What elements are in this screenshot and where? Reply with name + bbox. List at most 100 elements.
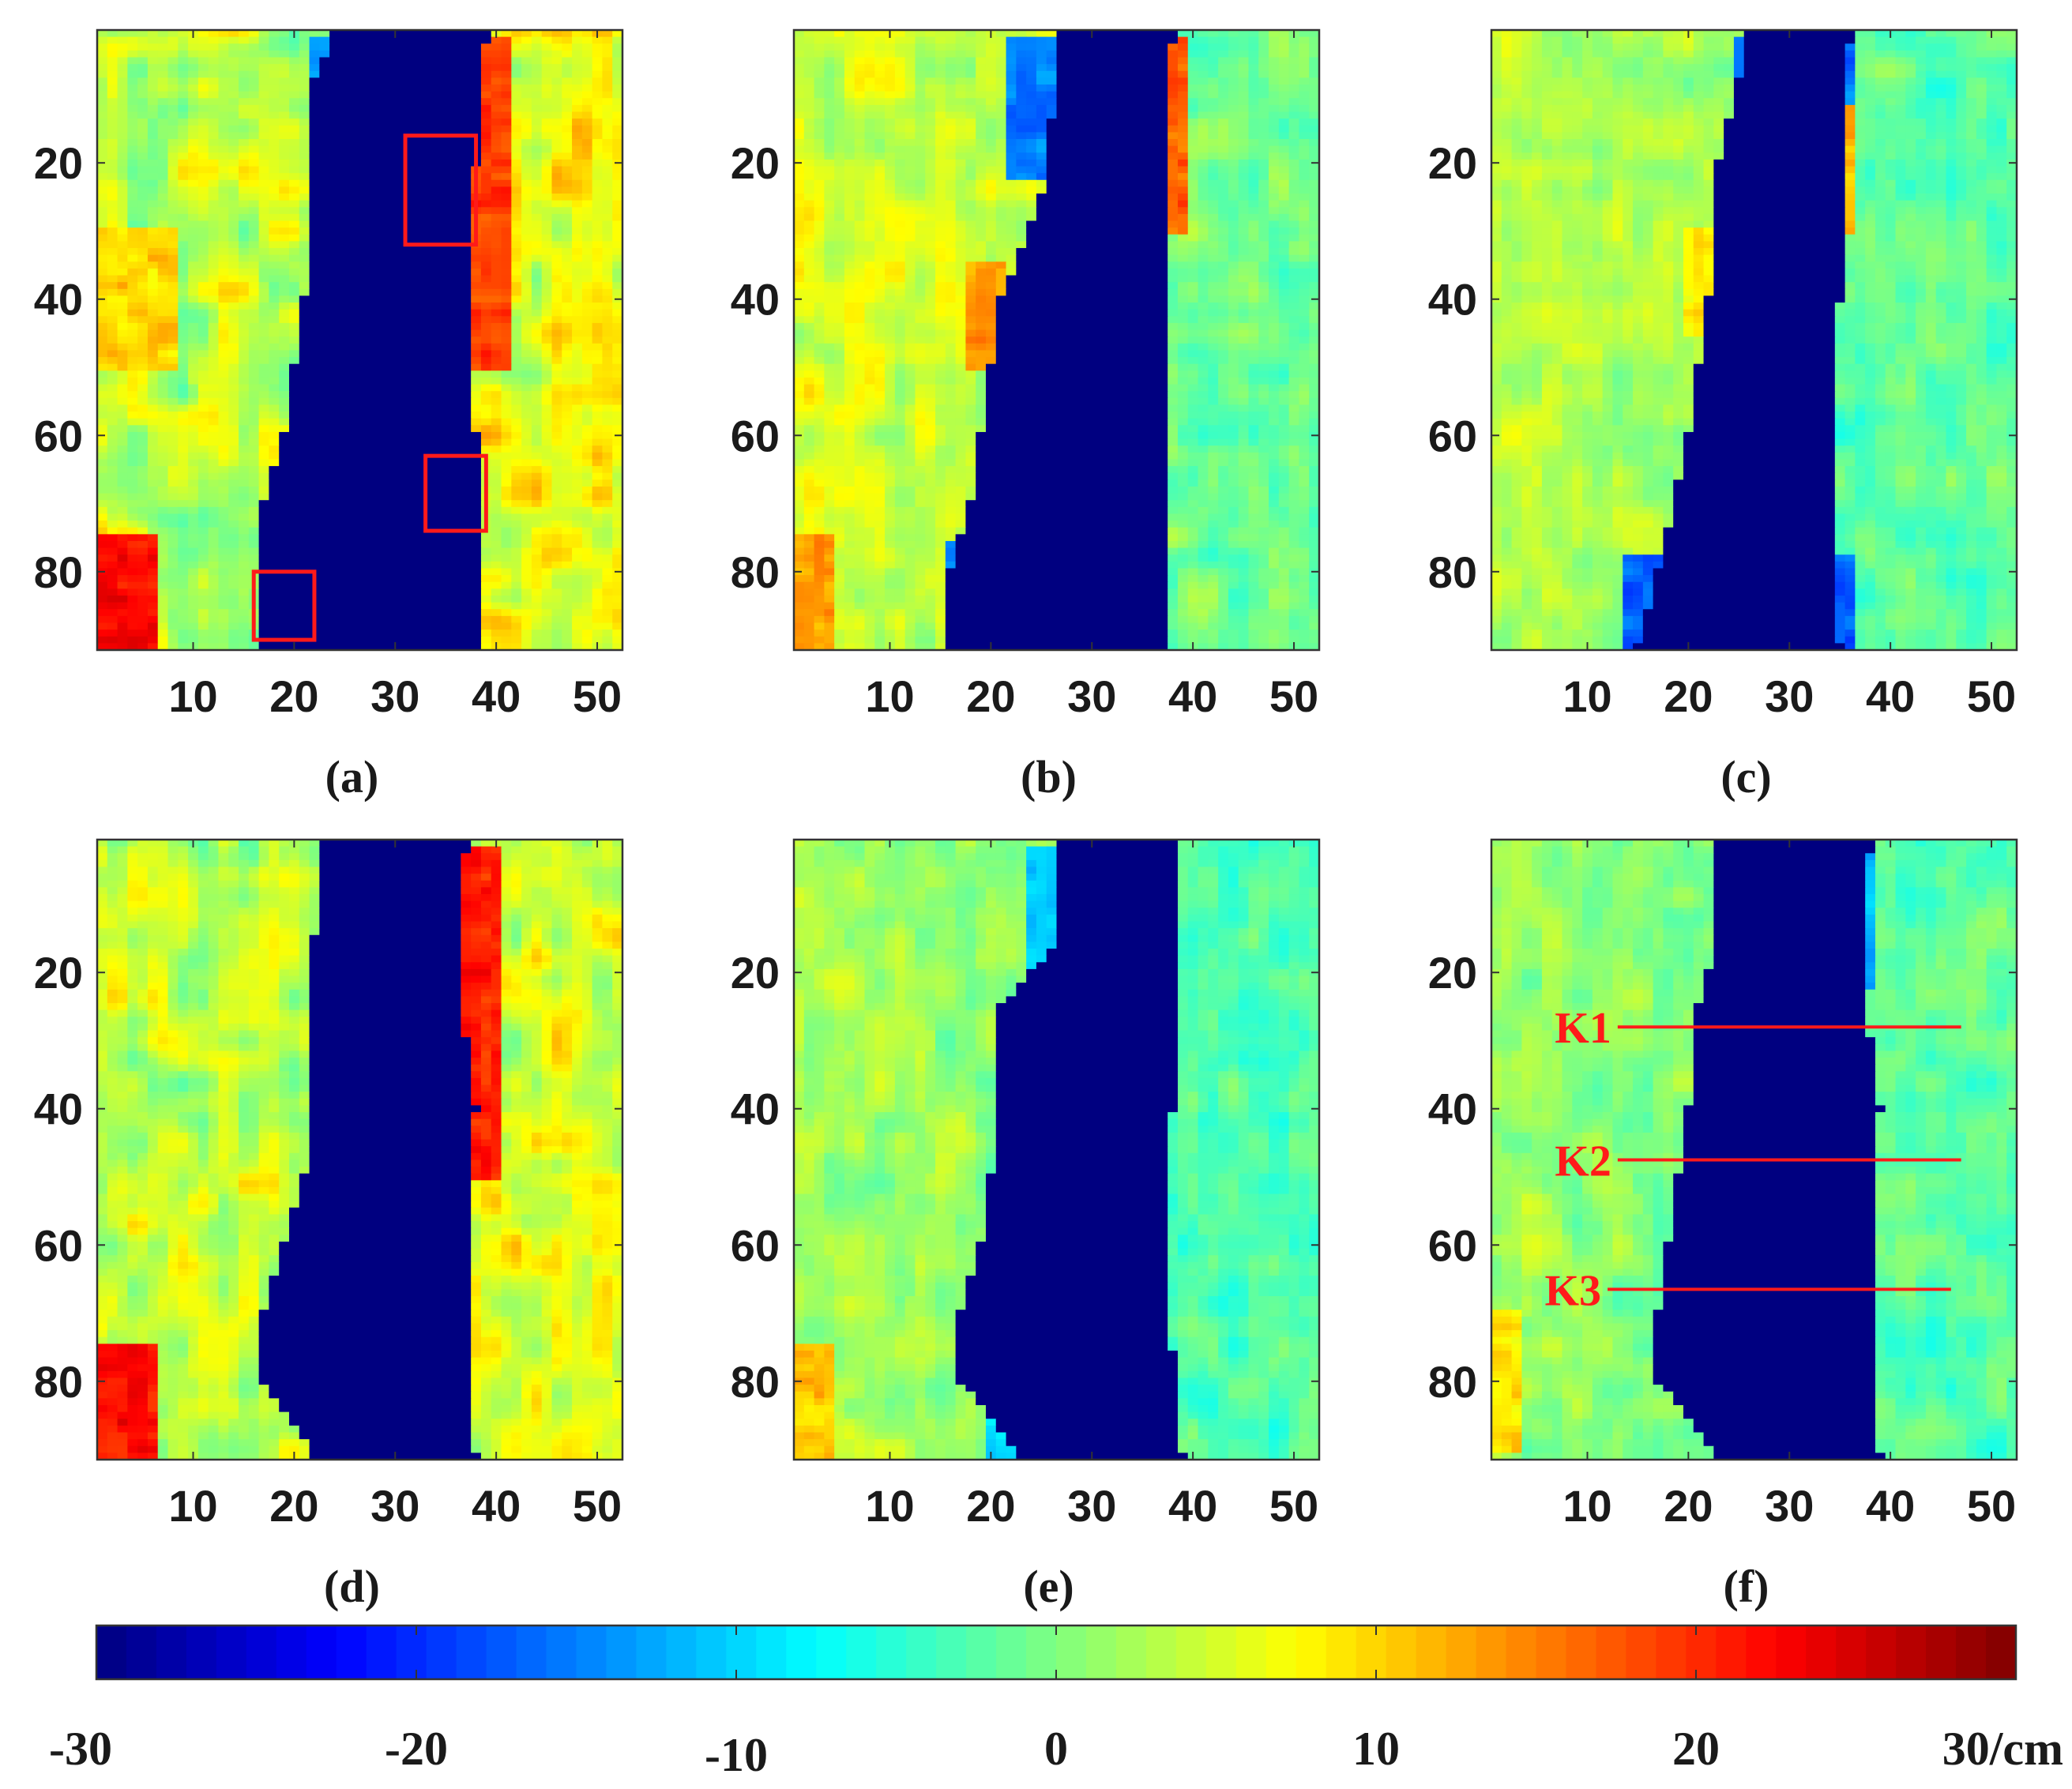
heatmap-cell (329, 547, 340, 555)
heatmap-cell (380, 295, 391, 303)
heatmap-cell (592, 568, 604, 576)
heatmap-cell (239, 316, 250, 324)
heatmap-cell (511, 207, 522, 215)
heatmap-cell (167, 186, 179, 194)
heatmap-cell (380, 581, 391, 589)
heatmap-cell (581, 438, 593, 446)
heatmap-cell (541, 303, 553, 310)
heatmap-cell (389, 98, 401, 106)
heatmap-cell (521, 466, 532, 474)
heatmap-cell (521, 622, 532, 630)
heatmap-cell (228, 70, 239, 78)
heatmap-cell (380, 50, 391, 58)
heatmap-cell (389, 186, 401, 194)
heatmap-cell (370, 554, 381, 562)
heatmap-cell (389, 220, 401, 228)
heatmap-cell (228, 397, 239, 406)
heatmap-cell (562, 139, 573, 147)
heatmap-cell (1168, 36, 1179, 44)
heatmap-cell (562, 636, 573, 644)
heatmap-cell (501, 57, 512, 65)
heatmap-cell (1006, 43, 1017, 51)
heatmap-cell (491, 466, 502, 474)
heatmap-cell (531, 418, 543, 426)
heatmap-cell (420, 431, 431, 440)
heatmap-cell (339, 384, 351, 392)
heatmap-cell (531, 329, 543, 337)
heatmap-cell (572, 118, 583, 126)
heatmap-cell (188, 377, 199, 385)
heatmap-cell (228, 64, 239, 72)
heatmap-cell (562, 486, 573, 494)
heatmap-cell (400, 425, 412, 433)
heatmap-cell (288, 118, 300, 126)
heatmap-cell (501, 609, 512, 617)
heatmap-cell (208, 615, 220, 624)
heatmap-cell (239, 303, 250, 310)
heatmap-cell (349, 575, 361, 583)
heatmap-cell (612, 316, 622, 324)
heatmap-cell (521, 166, 532, 174)
heatmap-cell (97, 111, 108, 119)
heatmap-cell (440, 575, 452, 583)
heatmap-cell (359, 554, 370, 562)
heatmap-cell (602, 540, 613, 549)
heatmap-cell (480, 630, 492, 637)
heatmap-cell (531, 104, 543, 113)
heatmap-cell (218, 636, 229, 644)
heatmap-cell (218, 194, 229, 201)
heatmap-cell (803, 43, 815, 51)
heatmap-cell (107, 179, 118, 188)
heatmap-cell (480, 132, 492, 140)
heatmap-cell (511, 200, 522, 208)
heatmap-cell (157, 609, 169, 617)
heatmap-cell (562, 275, 573, 283)
heatmap-cell (511, 357, 522, 365)
heatmap-cell (359, 391, 370, 399)
heatmap-cell (218, 98, 229, 106)
heatmap-cell (178, 588, 189, 596)
heatmap-cell (299, 111, 310, 119)
heatmap-cell (410, 200, 421, 208)
heatmap-cell (389, 241, 401, 249)
heatmap-cell (107, 70, 118, 78)
heatmap-cell (400, 602, 412, 610)
heatmap-cell (592, 275, 604, 283)
heatmap-cell (258, 173, 270, 181)
heatmap-cell (319, 384, 330, 392)
heatmap-cell (319, 412, 330, 419)
heatmap-cell (299, 50, 310, 58)
heatmap-cell (521, 575, 532, 583)
heatmap-cell (239, 111, 250, 119)
heatmap-cell (288, 363, 300, 371)
heatmap-cell (97, 493, 108, 501)
heatmap-cell (258, 234, 270, 242)
heatmap-cell (370, 397, 381, 406)
heatmap-cell (521, 540, 532, 549)
heatmap-cell (602, 397, 613, 406)
heatmap-cell (309, 248, 320, 256)
heatmap-cell (137, 77, 149, 85)
heatmap-cell (309, 397, 320, 406)
heatmap-cell (208, 412, 220, 419)
heatmap-cell (389, 412, 401, 419)
heatmap-cell (258, 622, 270, 630)
heatmap-cell (551, 159, 562, 167)
heatmap-cell (531, 534, 543, 542)
heatmap-cell (1066, 50, 1077, 58)
heatmap-cell (137, 377, 149, 385)
heatmap-cell (208, 418, 220, 426)
heatmap-cell (147, 118, 159, 126)
heatmap-cell (147, 643, 159, 650)
heatmap-cell (157, 452, 169, 460)
heatmap-cell (178, 295, 189, 303)
heatmap-cell (501, 370, 512, 378)
heatmap-cell (248, 561, 260, 569)
heatmap-cell (814, 30, 825, 38)
heatmap-cell (410, 431, 421, 440)
heatmap-cell (562, 554, 573, 562)
heatmap-cell (562, 288, 573, 297)
heatmap-cell (501, 377, 512, 385)
heatmap-cell (269, 486, 280, 494)
